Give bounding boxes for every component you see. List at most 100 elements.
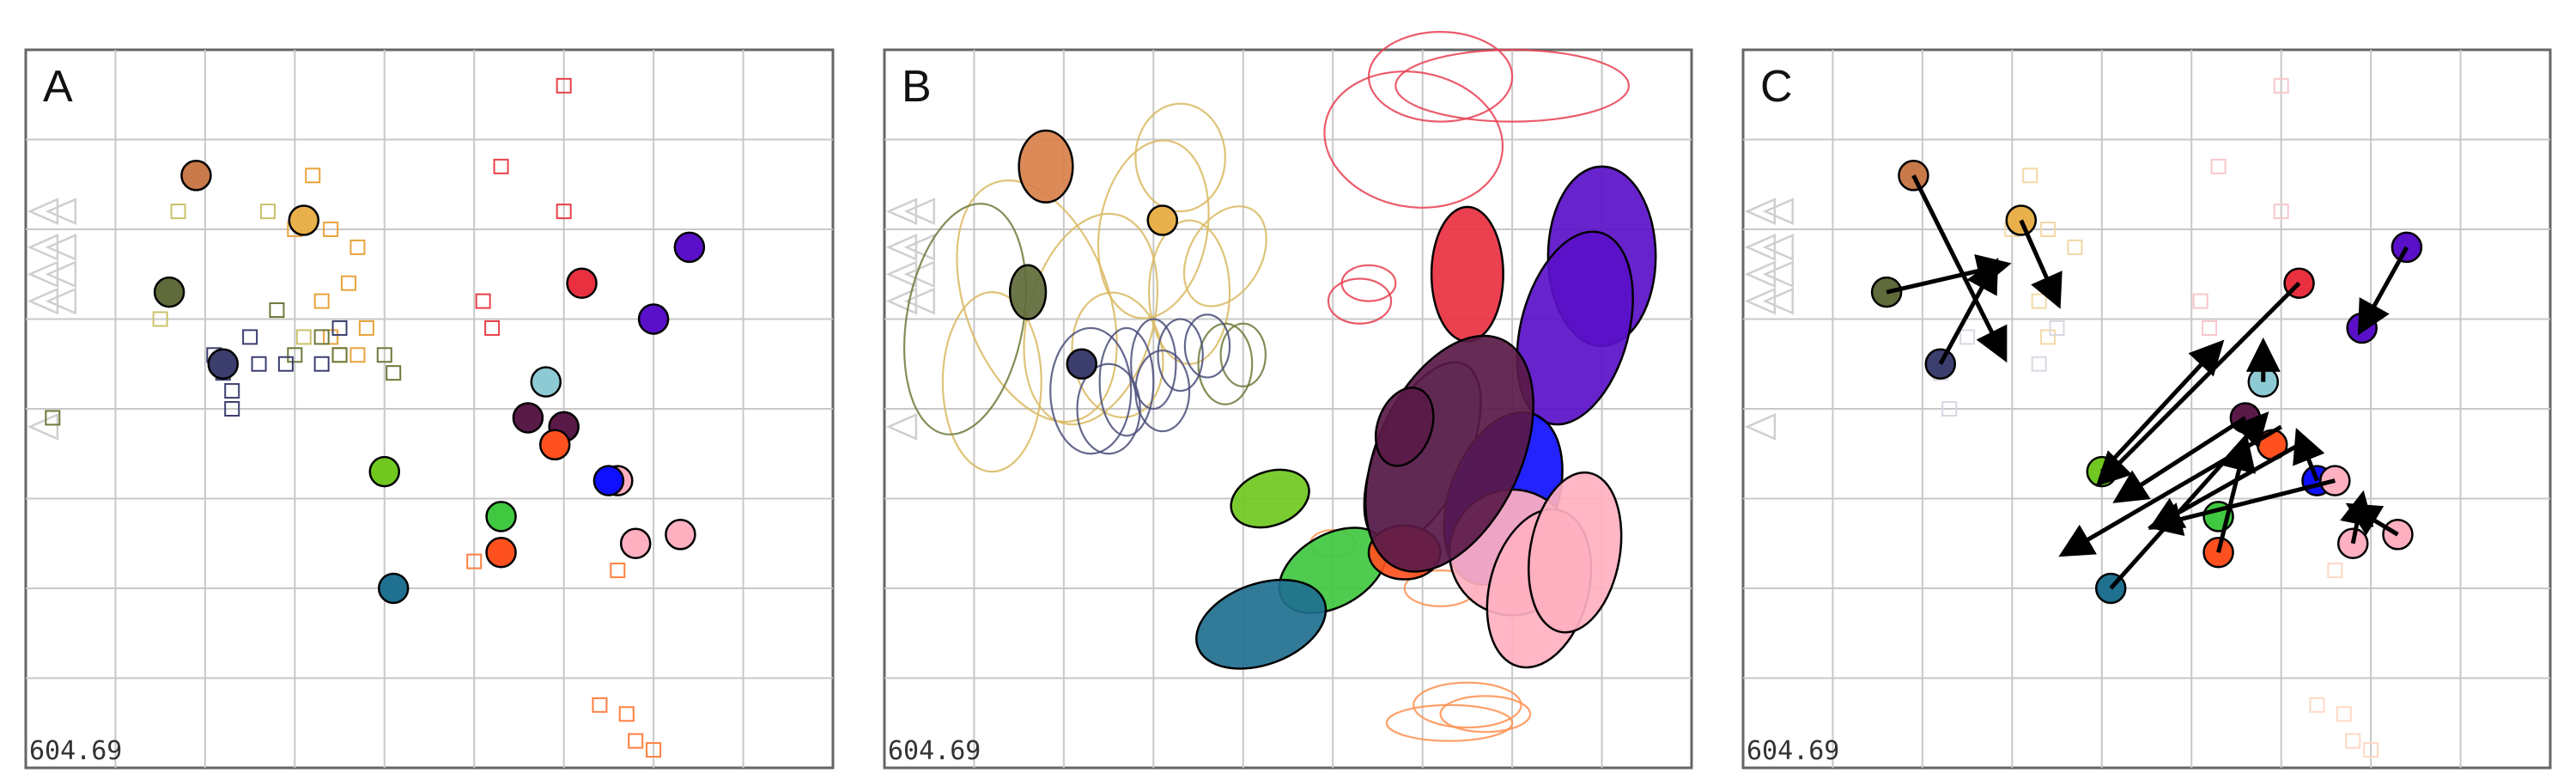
point-marker [566, 267, 598, 299]
square-marker [592, 697, 608, 713]
square-marker [341, 275, 356, 291]
triangle-marker [903, 198, 936, 226]
square-marker [475, 293, 491, 309]
square-marker [313, 329, 330, 345]
square-marker [1941, 401, 1958, 417]
square-marker [242, 329, 258, 345]
contour-ellipse [1134, 349, 1191, 433]
contour-ellipse [903, 203, 1027, 435]
square-marker [295, 329, 312, 345]
point-marker [512, 402, 544, 434]
triangle-marker [1762, 287, 1795, 315]
point-marker [637, 303, 670, 335]
point-marker [592, 465, 625, 496]
triangle-marker [27, 412, 59, 441]
displacement-arrow [2095, 281, 2301, 487]
square-marker [484, 320, 501, 336]
triangle-marker [27, 287, 59, 315]
triangle-marker [1744, 260, 1777, 289]
square-marker [323, 222, 339, 237]
square-marker [260, 204, 276, 220]
triangle-marker [1744, 412, 1777, 441]
filled-ellipse [1516, 230, 1634, 426]
contour-ellipse [1439, 695, 1532, 733]
filled-ellipse [1230, 468, 1310, 529]
square-marker [2363, 742, 2379, 758]
displacement-arrow [2293, 428, 2325, 482]
square-marker [170, 204, 186, 220]
point-marker [377, 572, 410, 605]
square-marker [313, 293, 330, 309]
contour-ellipse [1323, 70, 1504, 209]
contour-ellipse [1183, 313, 1231, 379]
filled-ellipse [1528, 471, 1623, 634]
square-marker [2049, 320, 2065, 336]
panel-c-background-marks [1744, 77, 2379, 758]
contour-ellipse [941, 291, 1042, 473]
contour-ellipse [1157, 318, 1204, 393]
panel-b: B 604.69 [883, 31, 1693, 770]
square-marker [358, 320, 374, 336]
triangle-marker [27, 198, 59, 226]
contour-ellipse [1413, 681, 1522, 729]
square-marker [2309, 697, 2325, 713]
panel-a-label: A [43, 62, 73, 112]
filled-ellipse [1018, 129, 1074, 204]
square-marker [2273, 77, 2289, 94]
displacement-arrow [2357, 246, 2409, 336]
square-marker [556, 204, 572, 220]
square-marker [376, 347, 392, 363]
square-marker [277, 356, 294, 372]
point-marker [530, 366, 562, 398]
square-marker [1959, 329, 1976, 345]
contour-ellipse [1049, 326, 1133, 455]
filled-ellipse [1430, 205, 1504, 343]
panel-c-label: C [1760, 62, 1793, 112]
point-marker [153, 276, 185, 308]
triangle-marker [1744, 198, 1777, 226]
square-marker [628, 733, 644, 749]
square-marker [618, 706, 635, 722]
panel-a: A 604.69 [24, 48, 835, 770]
square-marker [386, 365, 402, 381]
square-marker [269, 302, 285, 319]
triangle-marker [903, 260, 936, 289]
panel-b-background-marks [885, 31, 1630, 742]
contour-ellipse [1327, 277, 1393, 325]
square-marker [610, 563, 626, 579]
point-marker [538, 429, 571, 461]
contour-ellipse [1076, 362, 1141, 455]
triangle-marker [885, 287, 918, 315]
panel-b-label: B [902, 62, 932, 112]
square-marker [2210, 158, 2227, 174]
square-marker [2022, 167, 2038, 184]
point-marker [1898, 160, 1929, 192]
panel-c-stat: 604.69 [1747, 736, 1839, 766]
square-marker [287, 347, 303, 363]
filled-ellipse [1008, 264, 1048, 320]
triangle-marker [903, 233, 936, 261]
triangle-marker [1762, 260, 1795, 289]
panel-a-grid [26, 50, 833, 768]
triangle-marker [885, 198, 918, 226]
point-marker [368, 455, 401, 488]
panel-a-background-marks [27, 77, 662, 758]
square-marker [224, 383, 240, 399]
square-marker [2336, 706, 2352, 722]
triangle-marker [1762, 233, 1795, 261]
square-marker [2273, 204, 2289, 220]
triangle-marker [45, 198, 77, 226]
square-marker [556, 77, 572, 94]
triangle-marker [1744, 287, 1777, 315]
displacement-arrow [2058, 424, 2282, 557]
square-marker [251, 356, 267, 372]
contour-ellipse [1197, 322, 1254, 405]
panel-b-stat: 604.69 [888, 736, 981, 766]
contour-ellipse [1130, 318, 1177, 411]
contour-ellipse [956, 180, 1118, 423]
triangle-marker [45, 233, 77, 261]
square-marker [2031, 356, 2047, 372]
point-marker [207, 348, 240, 380]
point-marker [1870, 276, 1903, 308]
